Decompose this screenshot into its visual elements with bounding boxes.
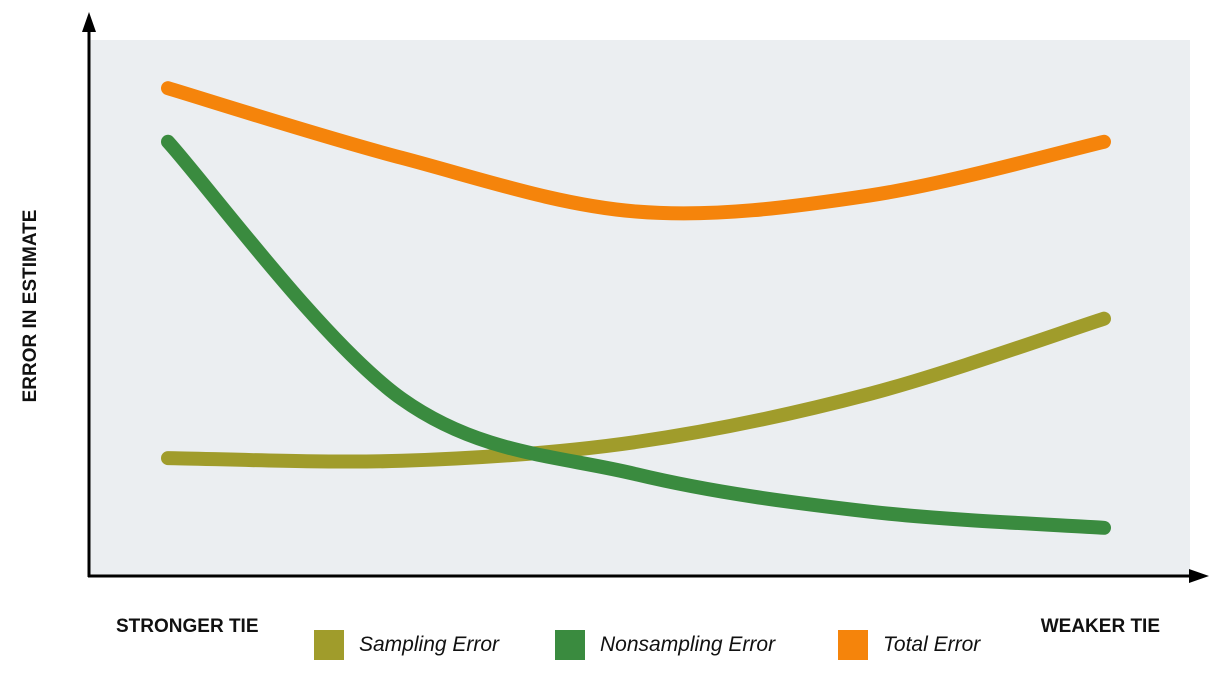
legend-swatch-nonsampling-error — [555, 630, 585, 660]
legend-label-total-error: Total Error — [883, 633, 981, 656]
legend-swatch-sampling-error — [314, 630, 344, 660]
series-line-total-error — [161, 81, 1111, 221]
legend-item-nonsampling-error: Nonsampling Error — [555, 630, 775, 660]
legend-label-sampling-error: Sampling Error — [359, 633, 500, 656]
x-tick-label-weaker-tie: WEAKER TIE — [1041, 616, 1160, 637]
series-line-nonsampling-error — [161, 134, 1111, 535]
series-line-sampling-error — [161, 311, 1111, 469]
legend: Sampling Error Nonsampling Error Total E… — [0, 620, 1209, 670]
legend-swatch-total-error — [838, 630, 868, 660]
axes-layer — [82, 12, 1209, 583]
plot-area — [90, 40, 1190, 576]
legend-item-sampling-error: Sampling Error — [314, 630, 499, 660]
legend-item-total-error: Total Error — [838, 630, 980, 660]
y-axis-arrow-icon — [82, 12, 96, 32]
legend-label-nonsampling-error: Nonsampling Error — [600, 633, 776, 656]
x-axis-arrow-icon — [1189, 569, 1209, 583]
y-axis-label: ERROR IN ESTIMATE — [20, 210, 41, 403]
x-tick-label-stronger-tie: STRONGER TIE — [116, 616, 259, 637]
series-layer — [161, 81, 1111, 535]
